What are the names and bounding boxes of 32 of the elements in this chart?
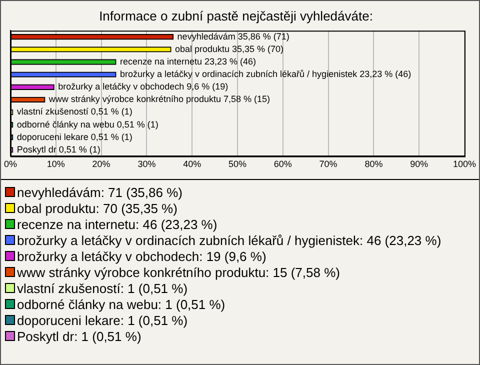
- data-label: nevyhledávám 35,86 % (71): [177, 31, 290, 42]
- x-tick-label: 0%: [4, 159, 18, 170]
- x-tick-label: 30%: [138, 159, 156, 170]
- data-label: brožurky a letáčky v ordinacích zubních lékařů / hygienistek 23,23 % (46): [120, 69, 412, 80]
- x-tick-label: 90%: [410, 159, 428, 170]
- data-label: obal produktu 35,35 % (70): [174, 44, 284, 54]
- legend-label: brožurky a letáčky v obchodech: 19 (9,6 %): [17, 248, 266, 264]
- legend-label: doporuceni lekare: 1 (0,51 %): [17, 312, 188, 328]
- legend-label: odborné články na webu: 1 (0,51 %): [17, 296, 226, 312]
- data-label: doporuceni lekare 0,51 % (1): [16, 132, 132, 142]
- data-label: Poskytl dr 0,51 % (1): [16, 144, 100, 154]
- data-label: vlastní zkušeností 0,51 % (1): [16, 106, 132, 117]
- legend-label: nevyhledávám: 71 (35,86 %): [17, 184, 182, 200]
- legend-label: obal produktu: 70 (35,35 %): [17, 200, 178, 216]
- x-tick-label: 40%: [183, 159, 202, 170]
- legend-label: www stránky výrobce konkrétního produktu: 15 (7,58 %): [17, 264, 340, 280]
- x-tick-label: 70%: [319, 159, 338, 170]
- x-tick-label: 10%: [46, 159, 65, 170]
- x-tick-label: 60%: [274, 159, 292, 170]
- x-tick-label: 50%: [228, 159, 247, 170]
- legend-label: vlastní zkušeností: 1 (0,51 %): [17, 280, 188, 296]
- x-tick-label: 100%: [452, 159, 476, 170]
- data-label: www stránky výrobce konkrétního produktu 7,58 % (15): [48, 94, 270, 104]
- data-label: odborné články na webu 0,51 % (1): [16, 119, 158, 130]
- legend-label: Poskytl dr: 1 (0,51 %): [17, 328, 142, 344]
- data-label: recenze na internetu 23,23 % (46): [120, 56, 256, 66]
- legend-label: recenze na internetu: 46 (23,23 %): [17, 216, 218, 232]
- x-tick-label: 20%: [92, 159, 110, 170]
- chart-title: Informace o zubní pastě nejčastěji vyhledáváte:: [99, 8, 373, 24]
- data-label: brožurky a letáčky v obchodech 9,6 % (19): [58, 82, 228, 92]
- legend-label: brožurky a letáčky v ordinacích zubních lékařů / hygienistek: 46 (23,23 %): [17, 232, 442, 248]
- x-tick-label: 80%: [364, 159, 383, 170]
